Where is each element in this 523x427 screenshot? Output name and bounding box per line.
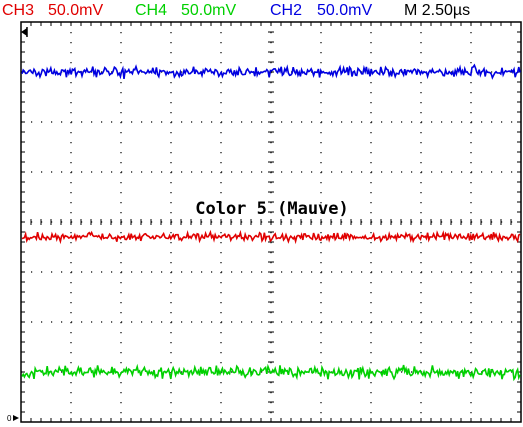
ch3-scale: 50.0mV bbox=[48, 2, 104, 19]
ch2-label: CH2 bbox=[270, 2, 303, 19]
trace-ch3 bbox=[21, 229, 521, 245]
trigger-position-icon bbox=[21, 27, 28, 37]
ch4-scale: 50.0mV bbox=[181, 2, 237, 19]
ch2-scale: 50.0mV bbox=[317, 2, 373, 19]
trace-layer bbox=[21, 63, 521, 382]
graticule-grid bbox=[20, 21, 522, 423]
ch3-label: CH3 bbox=[2, 2, 35, 19]
ch4-label: CH4 bbox=[135, 2, 168, 19]
channel-status-bar: CH3 50.0mV CH4 50.0mV CH2 50.0mV M 2.50µ… bbox=[0, 0, 523, 22]
trace-ch4 bbox=[21, 363, 521, 382]
ground-marker-label: 0 bbox=[7, 414, 12, 423]
overlay-caption: Color 5 (Mauve) bbox=[195, 199, 349, 219]
timebase-readout: M 2.50µs bbox=[404, 2, 471, 19]
trace-ch2 bbox=[21, 63, 521, 80]
ground-reference-marker: 0 bbox=[7, 414, 19, 423]
ground-arrow-icon bbox=[13, 415, 19, 421]
